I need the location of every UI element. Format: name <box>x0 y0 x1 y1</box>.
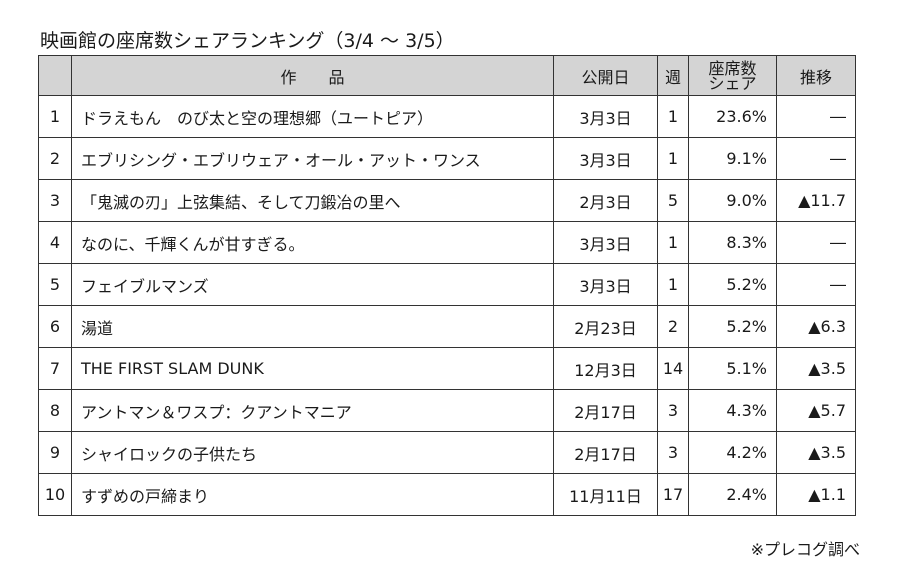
trend-cell: ▲6.3 <box>776 305 856 348</box>
rank-cell: 8 <box>38 389 72 432</box>
rank-cell: 3 <box>38 179 72 222</box>
trend-cell: ― <box>776 95 856 138</box>
release-date-cell: 3月3日 <box>553 137 658 180</box>
table-row: 3 「鬼滅の刃」上弦集結、そして刀鍛冶の里へ 2月3日 5 9.0% ▲11.7 <box>38 179 856 222</box>
weeks-cell: 1 <box>657 95 689 138</box>
share-cell: 2.4% <box>688 473 777 516</box>
table-row: 7 THE FIRST SLAM DUNK 12月3日 14 5.1% ▲3.5 <box>38 347 856 390</box>
header-trend: 推移 <box>776 55 856 96</box>
trend-cell: ― <box>776 263 856 306</box>
weeks-cell: 1 <box>657 221 689 264</box>
title-cell: 湯道 <box>71 305 554 348</box>
title-cell: シャイロックの子供たち <box>71 431 554 474</box>
trend-cell: ▲3.5 <box>776 347 856 390</box>
rank-cell: 10 <box>38 473 72 516</box>
title-cell: すずめの戸締まり <box>71 473 554 516</box>
header-share: 座席数 シェア <box>688 55 777 96</box>
weeks-cell: 2 <box>657 305 689 348</box>
table-row: 2 エブリシング・エブリウェア・オール・アット・ワンス 3月3日 1 9.1% ― <box>38 137 856 180</box>
share-cell: 5.1% <box>688 347 777 390</box>
share-cell: 4.2% <box>688 431 777 474</box>
trend-cell: ▲11.7 <box>776 179 856 222</box>
table-row: 9 シャイロックの子供たち 2月17日 3 4.2% ▲3.5 <box>38 431 856 474</box>
weeks-cell: 14 <box>657 347 689 390</box>
page-title: 映画館の座席数シェアランキング（3/4 ～ 3/5） <box>40 30 455 52</box>
share-cell: 5.2% <box>688 263 777 306</box>
weeks-cell: 1 <box>657 263 689 306</box>
trend-cell: ― <box>776 137 856 180</box>
share-cell: 9.1% <box>688 137 777 180</box>
release-date-cell: 2月3日 <box>553 179 658 222</box>
table-row: 1 ドラえもん のび太と空の理想郷（ユートピア） 3月3日 1 23.6% ― <box>38 95 856 138</box>
header-title: 作 品 <box>71 55 554 96</box>
rank-cell: 6 <box>38 305 72 348</box>
trend-cell: ― <box>776 221 856 264</box>
title-cell: 「鬼滅の刃」上弦集結、そして刀鍛冶の里へ <box>71 179 554 222</box>
release-date-cell: 3月3日 <box>553 95 658 138</box>
weeks-cell: 17 <box>657 473 689 516</box>
table-body: 1 ドラえもん のび太と空の理想郷（ユートピア） 3月3日 1 23.6% ― 2 エブリシン… <box>38 95 856 516</box>
ranking-table: 作 品 公開日 週 座席数 シェア 推移 1 ドラえもん のび太と空の理想郷（ユー… <box>38 55 856 516</box>
share-cell: 9.0% <box>688 179 777 222</box>
share-cell: 23.6% <box>688 95 777 138</box>
table-row: 6 湯道 2月23日 2 5.2% ▲6.3 <box>38 305 856 348</box>
header-release: 公開日 <box>553 55 658 96</box>
header-rank <box>38 55 72 96</box>
share-cell: 8.3% <box>688 221 777 264</box>
header-row: 作 品 公開日 週 座席数 シェア 推移 <box>38 55 856 96</box>
release-date-cell: 2月17日 <box>553 389 658 432</box>
table-row: 5 フェイブルマンズ 3月3日 1 5.2% ― <box>38 263 856 306</box>
rank-cell: 2 <box>38 137 72 180</box>
title-cell: ドラえもん のび太と空の理想郷（ユートピア） <box>71 95 554 138</box>
release-date-cell: 11月11日 <box>553 473 658 516</box>
title-cell: エブリシング・エブリウェア・オール・アット・ワンス <box>71 137 554 180</box>
release-date-cell: 3月3日 <box>553 263 658 306</box>
trend-cell: ▲5.7 <box>776 389 856 432</box>
table-row: 8 アントマン＆ワスプ：クアントマニア 2月17日 3 4.3% ▲5.7 <box>38 389 856 432</box>
weeks-cell: 3 <box>657 389 689 432</box>
release-date-cell: 2月17日 <box>553 431 658 474</box>
title-cell: なのに、千輝くんが甘すぎる。 <box>71 221 554 264</box>
release-date-cell: 2月23日 <box>553 305 658 348</box>
trend-cell: ▲1.1 <box>776 473 856 516</box>
title-cell: アントマン＆ワスプ：クアントマニア <box>71 389 554 432</box>
table-row: 4 なのに、千輝くんが甘すぎる。 3月3日 1 8.3% ― <box>38 221 856 264</box>
weeks-cell: 1 <box>657 137 689 180</box>
release-date-cell: 3月3日 <box>553 221 658 264</box>
header-share-line1: 座席数 <box>708 58 757 78</box>
table-row: 10 すずめの戸締まり 11月11日 17 2.4% ▲1.1 <box>38 473 856 516</box>
rank-cell: 9 <box>38 431 72 474</box>
rank-cell: 1 <box>38 95 72 138</box>
header-share-line2: シェア <box>708 73 757 93</box>
title-cell: フェイブルマンズ <box>71 263 554 306</box>
source-note: ※プレコグ調べ <box>750 540 860 559</box>
rank-cell: 7 <box>38 347 72 390</box>
weeks-cell: 5 <box>657 179 689 222</box>
title-cell: THE FIRST SLAM DUNK <box>71 347 554 390</box>
release-date-cell: 12月3日 <box>553 347 658 390</box>
weeks-cell: 3 <box>657 431 689 474</box>
trend-cell: ▲3.5 <box>776 431 856 474</box>
rank-cell: 5 <box>38 263 72 306</box>
header-weeks: 週 <box>657 55 689 96</box>
share-cell: 5.2% <box>688 305 777 348</box>
share-cell: 4.3% <box>688 389 777 432</box>
rank-cell: 4 <box>38 221 72 264</box>
